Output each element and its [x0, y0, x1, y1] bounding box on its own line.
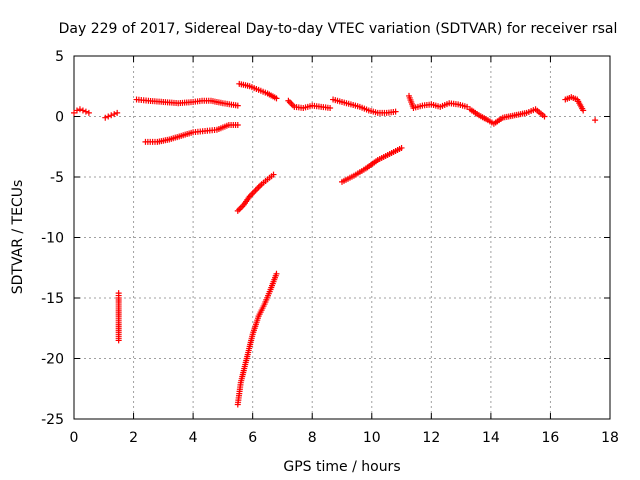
- x-tick-label: 12: [422, 430, 440, 446]
- data-point: [541, 113, 548, 120]
- data-point: [85, 109, 92, 116]
- x-tick-label: 14: [482, 430, 500, 446]
- x-tick-label: 4: [189, 430, 198, 446]
- y-tick-label: 0: [55, 110, 64, 126]
- y-tick-label: 5: [55, 49, 64, 65]
- data-points: [71, 80, 599, 408]
- x-tick-label: 0: [70, 430, 79, 446]
- data-point: [398, 144, 405, 151]
- grid-lines: [74, 56, 610, 419]
- tick-labels: 0 2 4 6 8 10 12 14 16 18 -25 -20 -15 -10 -5 0 5: [41, 49, 619, 446]
- x-tick-label: 6: [248, 430, 257, 446]
- data-point: [115, 290, 122, 297]
- data-point: [273, 95, 280, 102]
- data-point: [327, 105, 334, 112]
- y-axis-title: SDTVAR / TECUs: [10, 180, 26, 295]
- data-point: [270, 171, 277, 178]
- y-tick-label: -20: [41, 352, 64, 368]
- data-point: [234, 102, 241, 109]
- data-point: [82, 108, 89, 115]
- data-point: [114, 109, 121, 116]
- data-point: [580, 107, 587, 114]
- x-tick-label: 8: [308, 430, 317, 446]
- data-point: [111, 111, 118, 118]
- data-point: [76, 106, 83, 113]
- y-tick-label: -10: [41, 231, 64, 247]
- y-tick-label: -15: [41, 291, 64, 307]
- data-point: [234, 121, 241, 128]
- data-point: [79, 107, 86, 114]
- y-tick-label: -5: [50, 170, 64, 186]
- x-tick-label: 10: [363, 430, 381, 446]
- x-tick-label: 16: [542, 430, 560, 446]
- data-point: [592, 117, 599, 124]
- chart-title: Day 229 of 2017, Sidereal Day-to-day VTE…: [59, 21, 618, 37]
- axis-ticks: [73, 55, 611, 420]
- data-point: [108, 112, 115, 119]
- x-tick-label: 2: [129, 430, 138, 446]
- data-point: [102, 114, 109, 121]
- data-point: [392, 108, 399, 115]
- data-point: [73, 107, 80, 114]
- data-point: [105, 113, 112, 120]
- x-tick-label: 18: [601, 430, 619, 446]
- x-axis-title: GPS time / hours: [283, 459, 400, 475]
- data-point: [273, 270, 280, 277]
- y-tick-label: -25: [41, 412, 64, 428]
